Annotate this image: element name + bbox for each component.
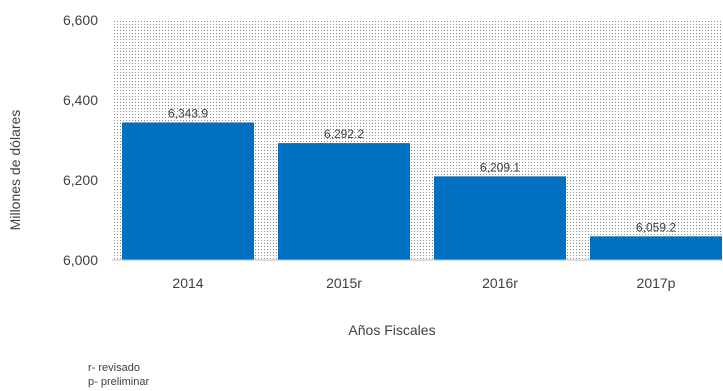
- y-tick-label-6400: 6,400: [63, 92, 98, 108]
- y-tick-label-6200: 6,200: [63, 172, 98, 188]
- bar-2015r: [278, 143, 410, 260]
- y-tick-label-6600: 6,600: [63, 12, 98, 28]
- x-tick-label-2017p: 2017p: [637, 275, 676, 291]
- data-label-2014: 6,343.9: [168, 106, 208, 120]
- y-axis-title: Millones de dólares: [7, 110, 23, 231]
- data-label-2016r: 6,209.1: [480, 160, 520, 174]
- data-label-2017p: 6,059.2: [636, 220, 676, 234]
- y-tick-label-6000: 6,000: [63, 252, 98, 268]
- x-tick-label-2016r: 2016r: [482, 275, 518, 291]
- footnote-preliminar: p- preliminar: [88, 376, 149, 388]
- x-axis-title: Años Fiscales: [348, 322, 435, 338]
- bar-2014: [122, 122, 254, 260]
- bar-2017p: [590, 236, 722, 260]
- bar-2016r: [434, 176, 566, 260]
- x-tick-label-2015r: 2015r: [326, 275, 362, 291]
- data-label-2015r: 6,292.2: [324, 127, 364, 141]
- footnote-revisado: r- revisado: [88, 362, 140, 374]
- x-tick-label-2014: 2014: [172, 275, 203, 291]
